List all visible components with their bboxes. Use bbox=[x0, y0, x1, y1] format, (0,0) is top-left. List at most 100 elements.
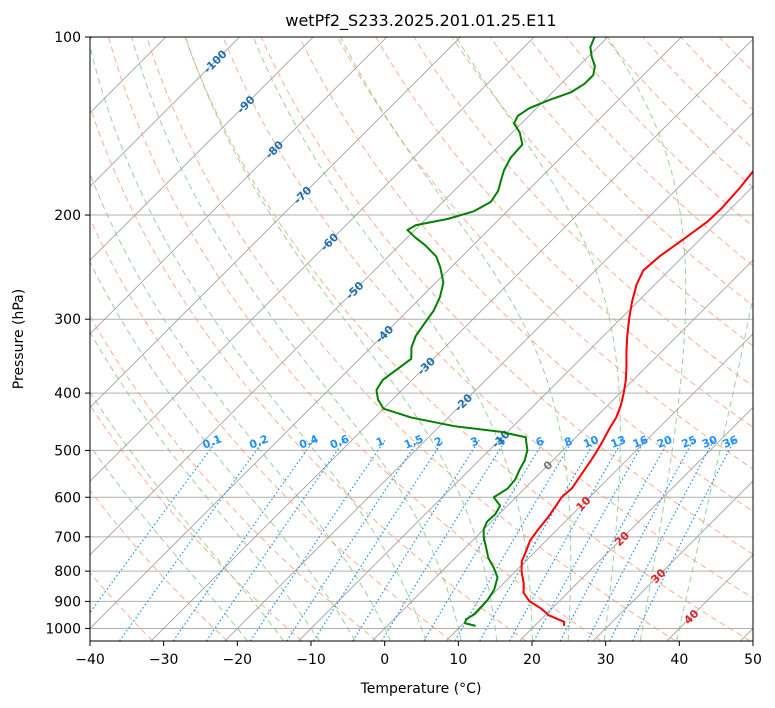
x-axis-ticks: −40 −30 −20 −10 0 10 20 30 40 50 bbox=[75, 641, 762, 668]
x-tick-label: 30 bbox=[597, 652, 615, 668]
dry-adiabat-line bbox=[260, 37, 753, 555]
moist-adiabat-line bbox=[131, 37, 462, 641]
isotherm-label: 40 bbox=[682, 607, 702, 627]
isotherm-label: 30 bbox=[649, 566, 669, 586]
dry-adiabat-label: -90 bbox=[234, 93, 257, 116]
dry-adiabat-line bbox=[298, 37, 753, 512]
mixing-ratio-line bbox=[381, 439, 507, 641]
moist-adiabat-line bbox=[90, 260, 356, 641]
dry-adiabat-line bbox=[90, 105, 527, 641]
mixing-ratio-line bbox=[119, 439, 265, 641]
dry-adiabat-line bbox=[527, 37, 753, 267]
dry-adiabat-label: -80 bbox=[263, 138, 286, 161]
mixing-ratio-line bbox=[90, 439, 218, 614]
moist-adiabat-line bbox=[90, 331, 320, 641]
dry-adiabat-line bbox=[90, 314, 378, 641]
x-tick-label: −20 bbox=[223, 652, 253, 668]
sounding-series bbox=[375, 37, 753, 627]
mixing-ratio-label: 0.2 bbox=[247, 432, 270, 451]
mixing-ratio-label: 30 bbox=[700, 433, 719, 451]
dry-adiabat-line bbox=[90, 404, 303, 641]
dry-adiabat-label: -100 bbox=[201, 47, 230, 76]
dry-adiabat-line bbox=[375, 37, 753, 429]
y-tick-label: 700 bbox=[54, 530, 81, 546]
isotherm-line bbox=[90, 37, 535, 482]
isotherm-label: 0 bbox=[541, 458, 556, 473]
isotherm-line bbox=[90, 37, 462, 409]
dry-adiabat-line bbox=[146, 37, 676, 641]
moist-adiabat-line bbox=[340, 37, 572, 641]
plot-frame bbox=[89, 36, 754, 642]
mixing-ratio-label: 8 bbox=[562, 435, 574, 450]
mixing-ratio-line bbox=[249, 439, 386, 641]
dry-adiabat-label: -60 bbox=[318, 230, 341, 253]
mixing-ratio-line bbox=[286, 439, 420, 641]
isotherm-line bbox=[90, 37, 241, 188]
x-tick-label: 20 bbox=[523, 652, 541, 668]
isotherm-label: 10 bbox=[574, 494, 594, 514]
y-tick-label: 200 bbox=[54, 208, 81, 224]
x-tick-label: −10 bbox=[296, 652, 326, 668]
mixing-ratio-label: 0.6 bbox=[328, 432, 351, 451]
isotherm-line bbox=[90, 37, 388, 335]
mixing-ratio-label: 20 bbox=[655, 433, 674, 451]
mixing-ratio-line bbox=[172, 439, 315, 641]
mixing-ratio-lines bbox=[90, 439, 736, 641]
dry-adiabat-label: -70 bbox=[291, 184, 314, 207]
mixing-ratio-label: 1.5 bbox=[402, 432, 425, 451]
mixing-ratio-label: 16 bbox=[631, 433, 650, 451]
moist-adiabat-line bbox=[676, 293, 753, 641]
isotherm-line bbox=[150, 38, 753, 641]
mixing-ratio-line bbox=[352, 439, 480, 641]
y-axis-label: Pressure (hPa) bbox=[11, 289, 27, 389]
pressure-gridlines bbox=[90, 37, 753, 629]
x-tick-label: 50 bbox=[744, 652, 762, 668]
dry-adiabat-label: -30 bbox=[415, 355, 438, 378]
moist-adiabat-line bbox=[90, 444, 248, 641]
dry-adiabat-line bbox=[184, 37, 751, 641]
y-tick-label: 400 bbox=[54, 386, 81, 402]
isotherm-label: 20 bbox=[612, 529, 632, 549]
dry-adiabat-line bbox=[108, 37, 602, 641]
isotherm-line bbox=[298, 185, 753, 641]
plot-area: 0.1 0.2 0.4 0.6 1 1.5 2 3 4 6 8 10 13 16 20 25 30 36-100-… bbox=[90, 37, 753, 641]
dry-adiabat-line bbox=[489, 37, 753, 307]
x-tick-label: 40 bbox=[670, 652, 688, 668]
mixing-ratio-line bbox=[479, 439, 597, 641]
moist-adiabat-line bbox=[455, 37, 621, 641]
dry-adiabat-label: -40 bbox=[373, 323, 396, 346]
mixing-ratio-label: 1 bbox=[374, 435, 386, 450]
isotherm-line bbox=[445, 333, 753, 641]
dry-adiabat-line bbox=[222, 37, 753, 599]
isotherm-line bbox=[519, 406, 753, 641]
mixing-ratio-label: 6 bbox=[534, 434, 546, 449]
y-tick-label: 800 bbox=[54, 564, 81, 580]
temperature-profile-line bbox=[520, 169, 753, 626]
isotherm-line bbox=[90, 37, 683, 630]
moist-adiabat-line bbox=[90, 391, 285, 641]
mixing-ratio-line bbox=[205, 439, 346, 641]
mixing-ratio-label: 13 bbox=[609, 433, 628, 451]
mixing-ratio-label: 3 bbox=[469, 435, 481, 450]
x-axis-label: Temperature (°C) bbox=[360, 681, 482, 697]
dry-adiabat-lines bbox=[90, 37, 753, 641]
x-tick-label: 0 bbox=[380, 652, 389, 668]
mixing-ratio-label: 25 bbox=[680, 433, 699, 451]
moist-adiabat-line bbox=[252, 37, 533, 641]
x-tick-label: 10 bbox=[449, 652, 467, 668]
mixing-ratio-line bbox=[533, 439, 646, 641]
isotherm-line bbox=[592, 480, 753, 641]
moist-adiabat-line bbox=[185, 37, 498, 641]
moist-adiabat-line bbox=[607, 37, 687, 641]
isotherm-line bbox=[90, 37, 314, 261]
chart-title: wetPf2_S233.2025.201.01.25.E11 bbox=[285, 11, 556, 31]
mixing-ratio-line bbox=[632, 439, 736, 641]
mixing-ratio-label: 0.1 bbox=[201, 432, 224, 451]
mixing-ratio-line bbox=[423, 439, 546, 641]
mixing-ratio-line bbox=[509, 439, 624, 641]
y-tick-label: 600 bbox=[54, 490, 81, 506]
mixing-ratio-label: 10 bbox=[582, 433, 601, 451]
dry-adiabat-line bbox=[337, 37, 753, 470]
y-tick-label: 1000 bbox=[45, 621, 81, 637]
